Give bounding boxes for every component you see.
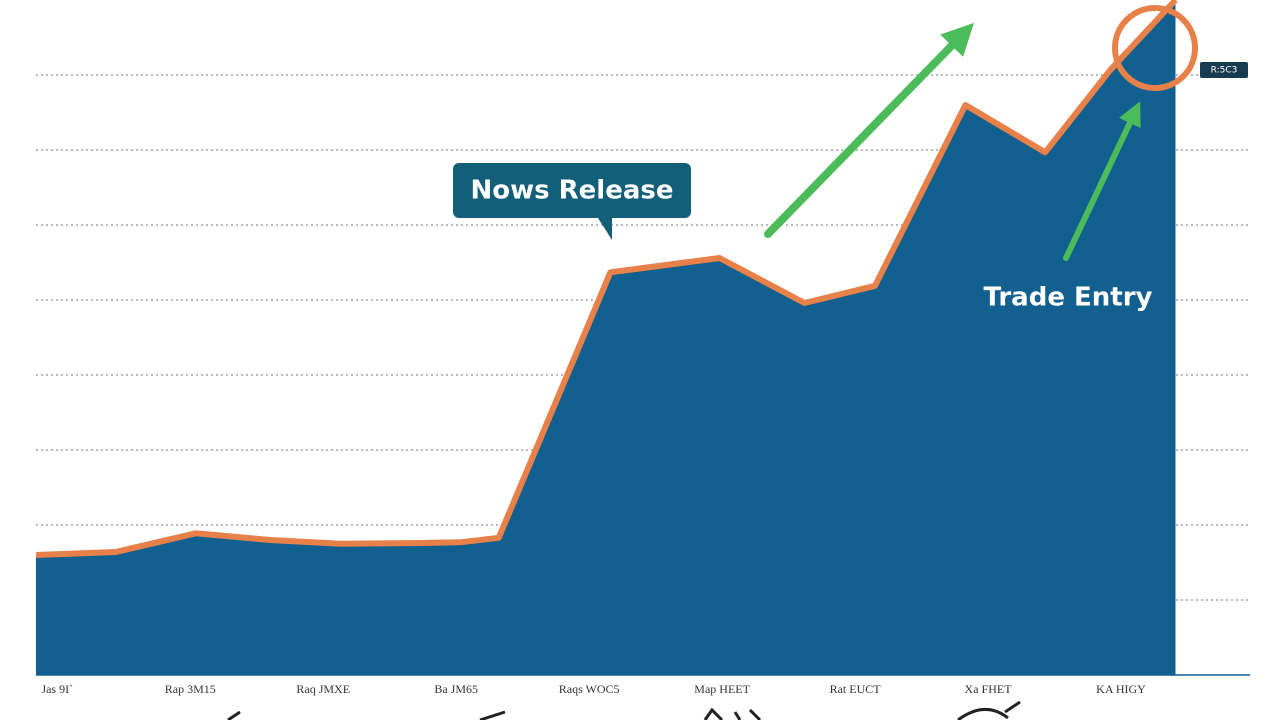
x-tick-label: KA HIGY: [1096, 682, 1146, 696]
highlight-circle: [1112, 5, 1198, 91]
area: [36, 0, 1176, 675]
x-tick-label: Rat EUCT: [830, 682, 882, 696]
x-tick-label: Jas 9I`: [41, 682, 73, 696]
callout: Nows Release: [453, 163, 691, 240]
x-tick-label: Xa FHET: [965, 682, 1013, 696]
x-tick-label: Map HEET: [694, 682, 750, 696]
icon: [227, 710, 241, 720]
x-tick-label: Raq JMXE: [296, 682, 350, 696]
icon: [479, 710, 506, 720]
bottom-icons: [227, 700, 1021, 720]
price-tag-text: R:5C3: [1211, 66, 1238, 76]
x-tick-label: Rap 3M15: [165, 682, 216, 696]
trend-arrow: [764, 22, 974, 238]
entry-arrow: [1063, 101, 1141, 261]
icon: [957, 700, 1021, 720]
callout-pointer: [598, 218, 612, 240]
x-tick-label: Ba JM65: [434, 682, 478, 696]
callout-text: Nows Release: [470, 176, 673, 206]
plot: [35, 0, 1178, 675]
line: [35, 0, 1178, 558]
trade-entry-label: Trade Entry: [983, 283, 1152, 313]
icon: [703, 707, 762, 720]
callout-box: [453, 163, 691, 218]
x-tick-label: Raqs WOC5: [559, 682, 620, 696]
price-tag: [1200, 62, 1248, 78]
